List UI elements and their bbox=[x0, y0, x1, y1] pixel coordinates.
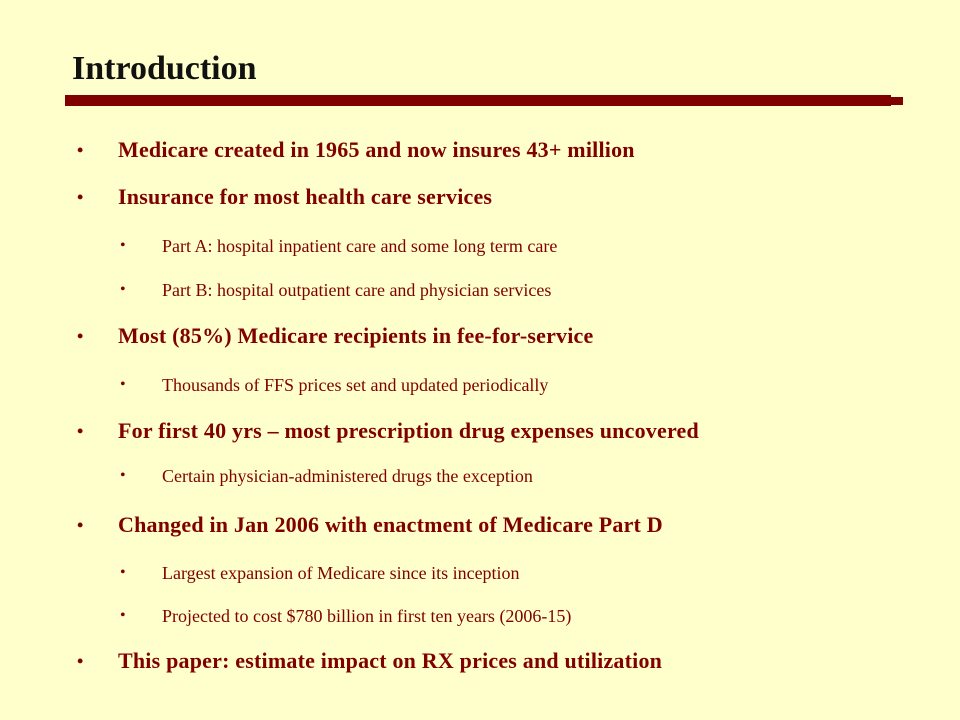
sub-bullet-text: Certain physician-administered drugs the… bbox=[162, 466, 533, 486]
bullet-icon: • bbox=[120, 467, 126, 484]
bullet-icon: • bbox=[120, 564, 126, 581]
sub-bullet-text: Projected to cost $780 billion in first … bbox=[162, 606, 572, 626]
sub-bullet-text: Thousands of FFS prices set and updated … bbox=[162, 375, 549, 395]
bullet-icon: • bbox=[77, 421, 84, 441]
slide-title: Introduction bbox=[72, 50, 257, 87]
bullet-icon: • bbox=[77, 515, 84, 535]
bullet-text: Most (85%) Medicare recipients in fee-fo… bbox=[118, 323, 594, 348]
bullet-text: This paper: estimate impact on RX prices… bbox=[118, 648, 663, 673]
sub-bullet-text: Largest expansion of Medicare since its … bbox=[162, 563, 520, 583]
sub-bullet-text: Part A: hospital inpatient care and some… bbox=[162, 236, 558, 256]
bullet-icon: • bbox=[120, 376, 126, 393]
bullet-icon: • bbox=[77, 140, 84, 160]
bullet-text: Medicare created in 1965 and now insures… bbox=[118, 137, 635, 162]
bullet-icon: • bbox=[120, 281, 126, 298]
bullet-text: Changed in Jan 2006 with enactment of Me… bbox=[118, 512, 663, 537]
bullet-icon: • bbox=[120, 607, 126, 624]
bullet-icon: • bbox=[120, 237, 126, 254]
title-underline-rule bbox=[65, 95, 891, 106]
bullet-text: For first 40 yrs – most prescription dru… bbox=[118, 418, 699, 443]
bullet-icon: • bbox=[77, 651, 84, 671]
sub-bullet-text: Part B: hospital outpatient care and phy… bbox=[162, 280, 552, 300]
bullet-icon: • bbox=[77, 326, 84, 346]
title-underline-rule-end bbox=[891, 97, 903, 105]
bullet-icon: • bbox=[77, 187, 84, 207]
bullet-text: Insurance for most health care services bbox=[118, 184, 493, 209]
